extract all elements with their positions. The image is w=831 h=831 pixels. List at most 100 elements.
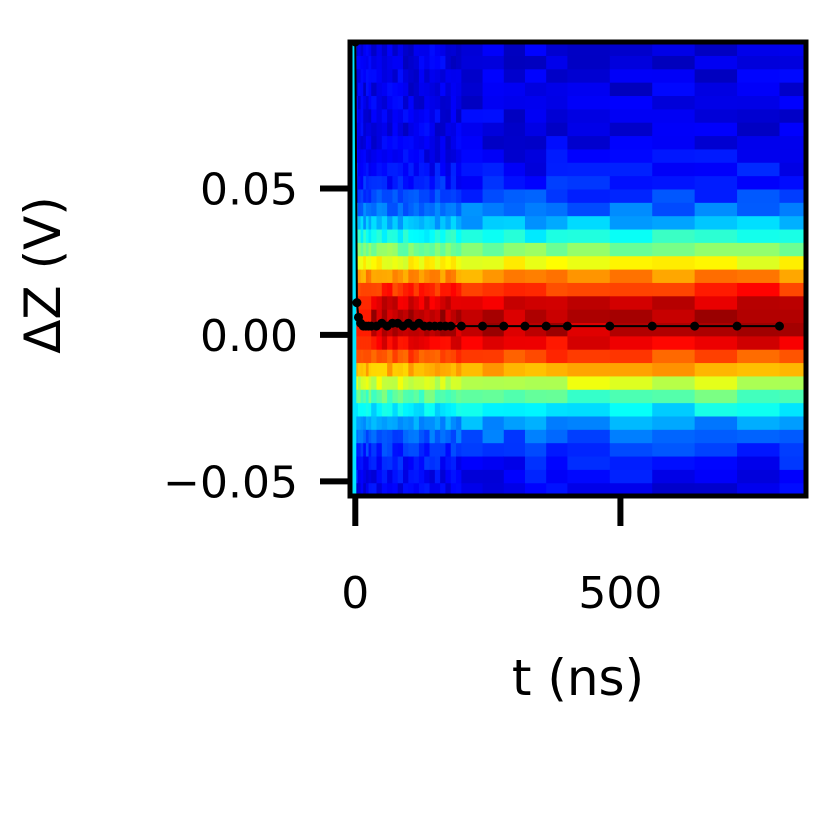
heatmap-cell — [408, 402, 415, 417]
heatmap-cell — [397, 349, 404, 364]
heatmap-cell — [779, 215, 806, 230]
heatmap-cell — [392, 269, 399, 283]
heatmap-cell — [456, 269, 462, 283]
heatmap-cell — [652, 162, 696, 177]
heatmap-cell — [567, 82, 611, 97]
heatmap-cell — [737, 415, 781, 430]
heatmap-cell — [567, 202, 611, 217]
heatmap-cell — [609, 482, 653, 496]
heatmap-cell — [365, 429, 370, 444]
heatmap-cell — [524, 469, 547, 484]
heatmap-cell — [567, 162, 611, 177]
heatmap-cell — [418, 135, 425, 150]
heatmap-cell — [355, 349, 359, 364]
heatmap-cell — [408, 148, 415, 163]
heatmap-cell — [418, 335, 425, 350]
heatmap-cell — [363, 309, 367, 324]
heatmap-cell — [376, 469, 383, 484]
heatmap-cell — [694, 255, 738, 270]
heatmap-cell — [445, 162, 452, 177]
heatmap-cell — [567, 148, 611, 163]
heatmap-cell — [381, 335, 388, 350]
heatmap-cell — [434, 295, 441, 310]
heatmap-cell — [403, 162, 409, 177]
heatmap-cell — [737, 242, 781, 257]
heatmap-cell — [567, 402, 611, 417]
heatmap-cell — [652, 429, 696, 444]
heatmap-cell — [609, 469, 653, 484]
heatmap-cell — [403, 442, 409, 457]
heatmap-cell — [413, 108, 420, 123]
heatmap-cell — [363, 135, 367, 150]
heatmap-cell — [408, 162, 415, 177]
heatmap-cell — [524, 402, 547, 417]
heatmap-cell — [737, 429, 781, 444]
heatmap-cell — [363, 242, 367, 257]
heatmap-cell — [424, 455, 431, 470]
heatmap-cell — [371, 482, 378, 496]
heatmap-cell — [456, 389, 462, 404]
heatmap-cell — [387, 415, 394, 430]
heatmap-cell — [652, 135, 696, 150]
heatmap-cell — [609, 429, 653, 444]
heatmap-cell — [503, 42, 526, 56]
heatmap-cell — [371, 162, 378, 177]
plot-frame — [347, 39, 809, 499]
heatmap-cell — [365, 42, 370, 56]
heatmap-cell — [357, 42, 362, 56]
heatmap-cell — [424, 469, 431, 484]
heatmap-cell — [408, 255, 415, 270]
heatmap-cell — [440, 362, 447, 377]
heatmap-cell — [357, 282, 362, 297]
heatmap-cell — [397, 188, 404, 203]
heatmap-cell — [424, 188, 431, 203]
heatmap-cell — [461, 349, 484, 364]
heatmap-cell — [387, 175, 394, 190]
heatmap-cell — [357, 148, 362, 163]
heatmap-cell — [434, 482, 441, 496]
heatmap-cell — [357, 162, 362, 177]
heatmap-cell — [371, 82, 378, 97]
heatmap-cell — [357, 269, 362, 283]
heatmap-cell — [368, 349, 372, 364]
heatmap-cell — [609, 202, 653, 217]
heatmap-cell — [503, 108, 526, 123]
heatmap-cell — [397, 269, 404, 283]
heatmap-cell — [524, 82, 547, 97]
heatmap-cell — [434, 362, 441, 377]
heatmap-cell — [429, 415, 436, 430]
heatmap-cell — [418, 362, 425, 377]
heatmap-cell — [381, 282, 388, 297]
heatmap-cell — [456, 42, 462, 56]
heatmap-cell — [456, 349, 462, 364]
heatmap-cell — [408, 68, 415, 83]
heatmap-cell — [357, 415, 362, 430]
heatmap — [350, 42, 806, 496]
heatmap-cell — [450, 309, 457, 324]
heatmap-cell — [440, 295, 447, 310]
heatmap-cell — [524, 375, 547, 390]
heatmap-cell — [567, 215, 611, 230]
heatmap-cell — [524, 282, 547, 297]
heatmap-cell — [482, 255, 505, 270]
heatmap-cell — [503, 375, 526, 390]
heatmap-cell — [403, 242, 409, 257]
heatmap-cell — [456, 175, 462, 190]
heatmap-cell — [408, 135, 415, 150]
heatmap-cell — [482, 442, 505, 457]
heatmap-cell — [403, 362, 409, 377]
heatmap-cell — [365, 402, 370, 417]
heatmap-cell — [456, 402, 462, 417]
heatmap-cell — [413, 269, 420, 283]
heatmap-cell — [355, 68, 359, 83]
heatmap-cell — [546, 455, 568, 470]
heatmap-cell — [445, 269, 452, 283]
heatmap-cell — [737, 295, 781, 310]
heatmap-cell — [371, 242, 378, 257]
heatmap-cell — [434, 175, 441, 190]
heatmap-cell — [482, 269, 505, 283]
heatmap-cell — [450, 295, 457, 310]
heatmap-cell — [429, 309, 436, 324]
heatmap-cell — [482, 228, 505, 243]
heatmap-cell — [381, 375, 388, 390]
